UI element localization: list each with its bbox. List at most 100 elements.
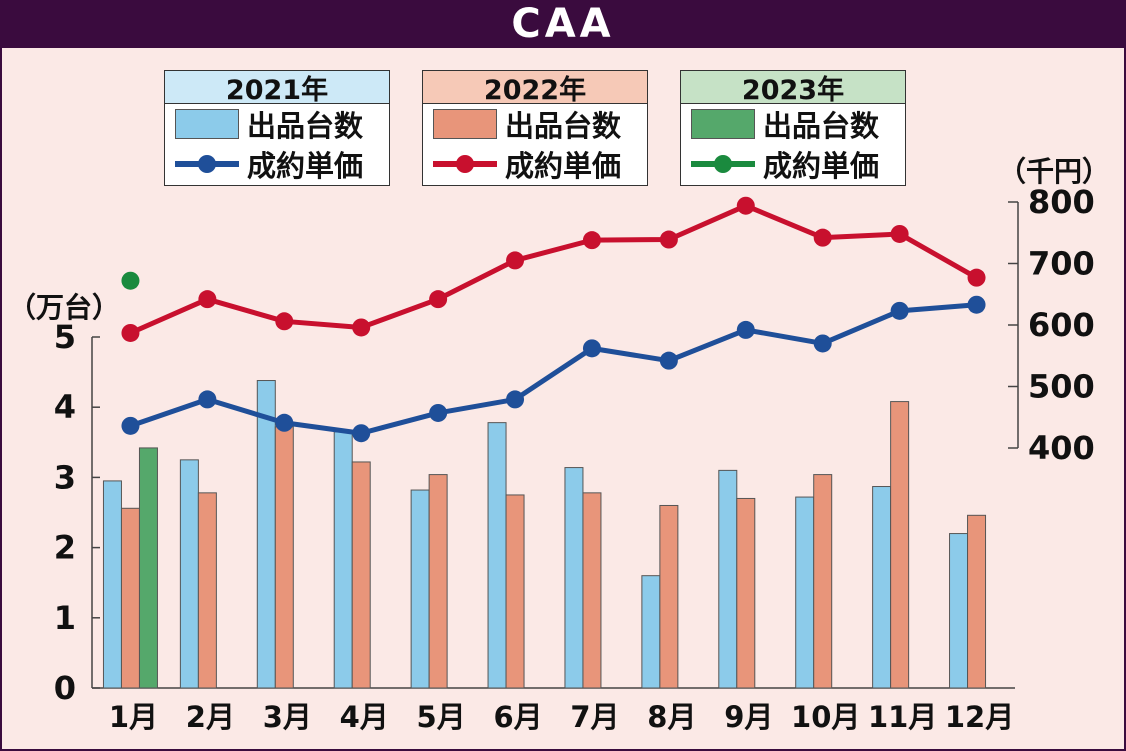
line-point [275, 413, 294, 432]
bar [659, 504, 679, 689]
legend-count-row-2022: 出品台数 [423, 104, 647, 144]
x-tick-label: 10月 [791, 700, 860, 734]
bar [967, 514, 987, 689]
legend-2022: 2022年 出品台数 成約単価 [422, 70, 648, 186]
left-axis-unit: （万台） [8, 291, 121, 324]
right-axis-unit: （千円） [998, 155, 1111, 188]
right-tick-label: 700 [1028, 245, 1095, 283]
bar [351, 461, 371, 689]
legend-2023: 2023年 出品台数 成約単価 [680, 70, 906, 186]
bar [410, 489, 430, 689]
line-point [736, 320, 755, 339]
bar [256, 380, 276, 689]
legend-year-2023: 2023年 [681, 71, 905, 106]
left-tick-label: 1 [54, 599, 76, 637]
bar [102, 480, 122, 689]
legend-price-label-2022: 成約単価 [505, 149, 622, 183]
x-tick-label: 8月 [647, 700, 696, 734]
bar [138, 447, 158, 689]
line-point [582, 339, 601, 358]
line-point [198, 290, 217, 309]
right-tick-label: 500 [1028, 368, 1095, 406]
line-point [659, 351, 678, 370]
legend-price-row-2022: 成約単価 [423, 144, 647, 184]
line-point [506, 251, 525, 270]
left-tick-label: 4 [54, 388, 76, 426]
legend-2021: 2021年 出品台数 成約単価 [164, 70, 390, 186]
legend-price-row-2021: 成約単価 [165, 144, 389, 184]
bar [197, 492, 217, 689]
line-point [890, 301, 909, 320]
x-tick-label: 11月 [868, 700, 937, 734]
bar [872, 486, 892, 689]
x-tick-label: 7月 [570, 700, 619, 734]
bar [505, 494, 525, 689]
line-point [582, 231, 601, 250]
line-point [352, 318, 371, 337]
line-point [429, 290, 448, 309]
bar [487, 422, 507, 689]
line-swatch-2023 [691, 149, 755, 179]
x-tick-label: 4月 [340, 700, 389, 734]
line-point [890, 224, 909, 243]
bar [718, 469, 738, 689]
legend-price-label-2023: 成約単価 [763, 149, 880, 183]
x-tick-label: 5月 [417, 700, 466, 734]
legend-price-row-2023: 成約単価 [681, 144, 905, 184]
bar-swatch-2022 [433, 109, 497, 139]
bar [890, 401, 910, 689]
line-point [198, 390, 217, 409]
bar [333, 431, 353, 689]
legend-price-label-2021: 成約単価 [247, 149, 364, 183]
legend-year-2022: 2022年 [423, 71, 647, 106]
legend-count-label-2021: 出品台数 [247, 109, 364, 143]
series-line [129, 302, 977, 436]
bar [582, 492, 602, 689]
bar [274, 426, 294, 689]
x-tick-label: 1月 [109, 700, 158, 734]
bar [736, 497, 756, 689]
line-point [506, 390, 525, 409]
chart-title: CAA [0, 0, 1126, 48]
x-tick-label: 12月 [945, 700, 1014, 734]
bar [813, 474, 833, 689]
line-point [813, 228, 832, 247]
bar-swatch-2021 [175, 109, 239, 139]
line-point [121, 323, 140, 342]
line-point [121, 271, 140, 290]
left-tick-label: 2 [54, 529, 76, 567]
bar [564, 467, 584, 689]
legend-count-row-2021: 出品台数 [165, 104, 389, 144]
line-point [813, 334, 832, 353]
line-swatch-2022 [433, 149, 497, 179]
bar [949, 533, 969, 689]
bar [179, 459, 199, 689]
legend-count-row-2023: 出品台数 [681, 104, 905, 144]
line-point [352, 424, 371, 443]
x-tick-label: 3月 [263, 700, 312, 734]
x-tick-label: 2月 [186, 700, 235, 734]
line-point [967, 295, 986, 314]
line-point [121, 416, 140, 435]
series-line [129, 203, 978, 336]
left-tick-label: 0 [54, 669, 76, 707]
bar [641, 575, 661, 689]
legend-count-label-2023: 出品台数 [763, 109, 880, 143]
left-tick-label: 5 [54, 318, 76, 356]
bar [795, 496, 815, 689]
line-point [967, 268, 986, 287]
bar [120, 507, 140, 689]
bar [428, 474, 448, 689]
right-tick-label: 400 [1028, 429, 1095, 467]
left-tick-label: 3 [54, 458, 76, 496]
x-tick-label: 6月 [493, 700, 542, 734]
legend-count-label-2022: 出品台数 [505, 109, 622, 143]
line-point [429, 403, 448, 422]
line-point [659, 230, 678, 249]
line-swatch-2021 [175, 149, 239, 179]
x-tick-label: 9月 [724, 700, 773, 734]
bar-swatch-2023 [691, 109, 755, 139]
right-tick-label: 800 [1028, 183, 1095, 221]
legend-year-2021: 2021年 [165, 71, 389, 106]
